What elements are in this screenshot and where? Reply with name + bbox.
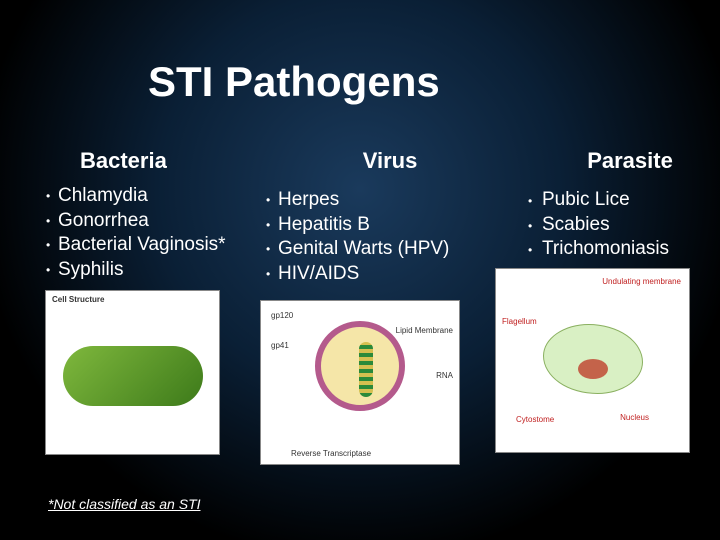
image-label: Flagellum xyxy=(502,317,537,326)
list-bacteria: Chlamydia Gonorrhea Bacterial Vaginosis*… xyxy=(40,184,260,283)
bacteria-illustration xyxy=(63,346,203,406)
image-label: Reverse Transcriptase xyxy=(291,449,371,458)
list-item: Gonorrhea xyxy=(46,209,260,234)
image-label: RNA xyxy=(436,371,453,380)
footnote: *Not classified as an STI xyxy=(48,496,201,512)
heading-bacteria: Bacteria xyxy=(40,148,260,174)
image-label: Cell Structure xyxy=(52,295,104,304)
column-parasite: Parasite Pubic Lice Scabies Trichomonias… xyxy=(520,148,720,287)
list-item: HIV/AIDS xyxy=(266,262,520,287)
image-label: Undulating membrane xyxy=(602,277,681,286)
list-item: Chlamydia xyxy=(46,184,260,209)
list-item: Genital Warts (HPV) xyxy=(266,237,520,262)
column-virus: Virus Herpes Hepatitis B Genital Warts (… xyxy=(260,148,520,287)
image-bacteria: Cell Structure xyxy=(45,290,220,455)
list-item: Scabies xyxy=(526,213,720,238)
image-label: Nucleus xyxy=(620,413,649,422)
image-label: Cytostome xyxy=(516,415,554,424)
image-label: gp120 xyxy=(271,311,293,320)
list-item: Trichomoniasis xyxy=(526,237,720,262)
list-item: Hepatitis B xyxy=(266,213,520,238)
image-virus: gp120 gp41 Lipid Membrane RNA Reverse Tr… xyxy=(260,300,460,465)
list-item: Pubic Lice xyxy=(526,188,720,213)
slide-title: STI Pathogens xyxy=(148,58,440,106)
virus-illustration xyxy=(315,321,405,441)
list-item: Herpes xyxy=(266,188,520,213)
image-label: Lipid Membrane xyxy=(396,326,453,335)
list-virus: Herpes Hepatitis B Genital Warts (HPV) H… xyxy=(260,188,520,287)
heading-virus: Virus xyxy=(260,148,520,174)
heading-parasite: Parasite xyxy=(520,148,720,174)
list-item: Syphilis xyxy=(46,258,260,283)
image-label: gp41 xyxy=(271,341,289,350)
image-parasite: Undulating membrane Flagellum Cytostome … xyxy=(495,268,690,453)
column-bacteria: Bacteria Chlamydia Gonorrhea Bacterial V… xyxy=(40,148,260,287)
list-parasite: Pubic Lice Scabies Trichomoniasis xyxy=(520,188,720,262)
parasite-illustration xyxy=(523,299,663,419)
list-item: Bacterial Vaginosis* xyxy=(46,233,260,258)
columns-container: Bacteria Chlamydia Gonorrhea Bacterial V… xyxy=(40,148,700,287)
